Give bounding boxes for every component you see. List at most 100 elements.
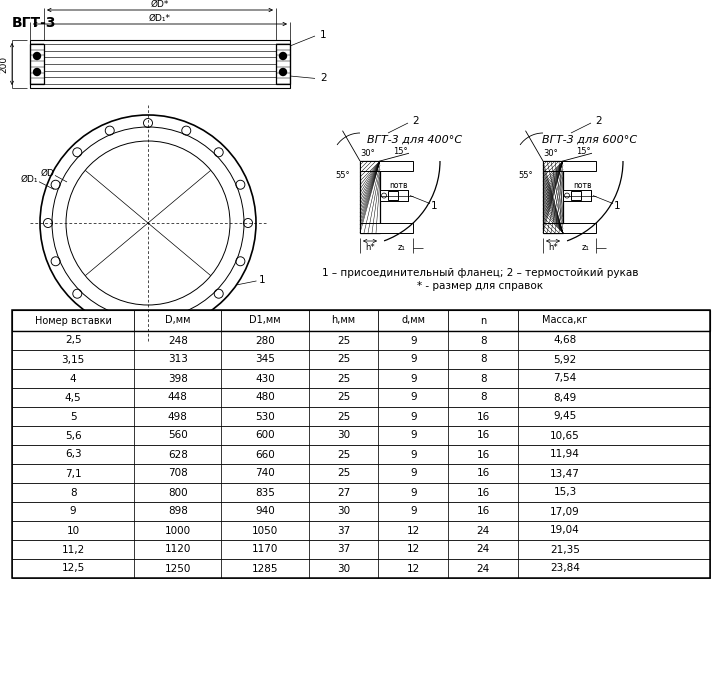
Text: * - размер для справок: * - размер для справок (417, 281, 543, 291)
Text: 25: 25 (337, 374, 350, 383)
Text: ВГТ-3: ВГТ-3 (12, 16, 56, 30)
Bar (571, 191, 581, 200)
Text: 4,5: 4,5 (65, 392, 82, 402)
Text: 25: 25 (337, 354, 350, 365)
Text: 15,3: 15,3 (554, 488, 577, 497)
Text: 5,92: 5,92 (554, 354, 577, 365)
Text: 16: 16 (477, 431, 490, 440)
Text: 1120: 1120 (165, 544, 191, 555)
Text: 16: 16 (477, 411, 490, 422)
Text: 17,09: 17,09 (550, 506, 580, 517)
Text: 13,47: 13,47 (550, 469, 580, 478)
Bar (12, 445, 710, 464)
Text: nотв: nотв (573, 180, 591, 190)
Text: 15°: 15° (575, 147, 591, 156)
Text: 30: 30 (337, 431, 350, 440)
Text: 30°: 30° (544, 149, 558, 158)
Text: 4,68: 4,68 (554, 336, 577, 345)
Text: n: n (480, 316, 487, 325)
Text: 24: 24 (477, 544, 490, 555)
Text: 25: 25 (337, 449, 350, 460)
Bar (543, 161, 596, 171)
Text: 430: 430 (255, 374, 275, 383)
Bar (12, 369, 710, 388)
Bar (543, 223, 596, 233)
Circle shape (279, 69, 287, 76)
Bar (12, 310, 710, 578)
Text: 30°: 30° (360, 149, 375, 158)
Text: z₁: z₁ (398, 244, 406, 252)
Bar (12, 388, 710, 407)
Text: 12: 12 (406, 563, 420, 574)
Text: ВГТ-3 для 400°С: ВГТ-3 для 400°С (367, 135, 463, 145)
Text: 5: 5 (70, 411, 77, 422)
Text: 628: 628 (168, 449, 188, 460)
Text: 10,65: 10,65 (550, 431, 580, 440)
Text: 940: 940 (255, 506, 275, 517)
Text: 25: 25 (337, 469, 350, 478)
Text: 8: 8 (480, 392, 487, 402)
Text: 16: 16 (477, 506, 490, 517)
Text: 8: 8 (480, 336, 487, 345)
Text: 25: 25 (337, 392, 350, 402)
Text: 3,15: 3,15 (61, 354, 84, 365)
Text: 898: 898 (168, 506, 188, 517)
Bar (12, 502, 710, 521)
Text: 2: 2 (595, 116, 601, 126)
Text: 27: 27 (337, 488, 350, 497)
Text: 1000: 1000 (165, 526, 191, 535)
Text: 660: 660 (255, 449, 275, 460)
Text: 9: 9 (410, 354, 417, 365)
Text: 25: 25 (337, 336, 350, 345)
Text: 9: 9 (410, 469, 417, 478)
Text: 37: 37 (337, 544, 350, 555)
Text: 2: 2 (412, 116, 419, 126)
Bar (12, 559, 710, 578)
Text: ØD*: ØD* (151, 0, 169, 8)
Text: 25: 25 (337, 411, 350, 422)
Text: 8: 8 (480, 374, 487, 383)
Text: Масса,кг: Масса,кг (542, 316, 588, 325)
Bar (12, 350, 710, 369)
Bar (276, 44, 290, 84)
Text: 55°: 55° (518, 171, 534, 180)
Text: 24: 24 (477, 526, 490, 535)
Text: 15°: 15° (393, 147, 407, 156)
Text: 6,3: 6,3 (65, 449, 82, 460)
Text: 37: 37 (337, 526, 350, 535)
Bar (30, 44, 44, 84)
Text: 345: 345 (255, 354, 275, 365)
Text: 1: 1 (614, 201, 621, 211)
Text: 448: 448 (168, 392, 188, 402)
Text: 9: 9 (410, 336, 417, 345)
Bar (12, 521, 710, 540)
Text: 530: 530 (255, 411, 275, 422)
Text: D,мм: D,мм (165, 316, 191, 325)
Bar (12, 483, 710, 502)
Text: 9: 9 (410, 411, 417, 422)
Text: 16: 16 (477, 449, 490, 460)
Text: 600: 600 (255, 431, 275, 440)
Text: 7,54: 7,54 (554, 374, 577, 383)
Text: 9: 9 (410, 431, 417, 440)
Circle shape (33, 69, 40, 76)
Bar (12, 426, 710, 445)
Text: 16: 16 (477, 488, 490, 497)
Text: 5,6: 5,6 (65, 431, 82, 440)
Text: 480: 480 (255, 392, 275, 402)
Text: ВГТ-3 для 600°С: ВГТ-3 для 600°С (542, 135, 638, 145)
Text: h,мм: h,мм (331, 316, 356, 325)
Text: 280: 280 (255, 336, 275, 345)
Bar (12, 407, 710, 426)
Text: 8: 8 (70, 488, 77, 497)
Bar (12, 331, 710, 350)
Text: ØD: ØD (40, 169, 54, 178)
Bar (360, 223, 413, 233)
Text: d,мм: d,мм (401, 316, 425, 325)
Text: 10: 10 (66, 526, 79, 535)
Text: 835: 835 (255, 488, 275, 497)
Text: 2,5: 2,5 (65, 336, 82, 345)
Text: 2: 2 (320, 74, 326, 83)
Text: 9: 9 (410, 392, 417, 402)
Text: 248: 248 (168, 336, 188, 345)
